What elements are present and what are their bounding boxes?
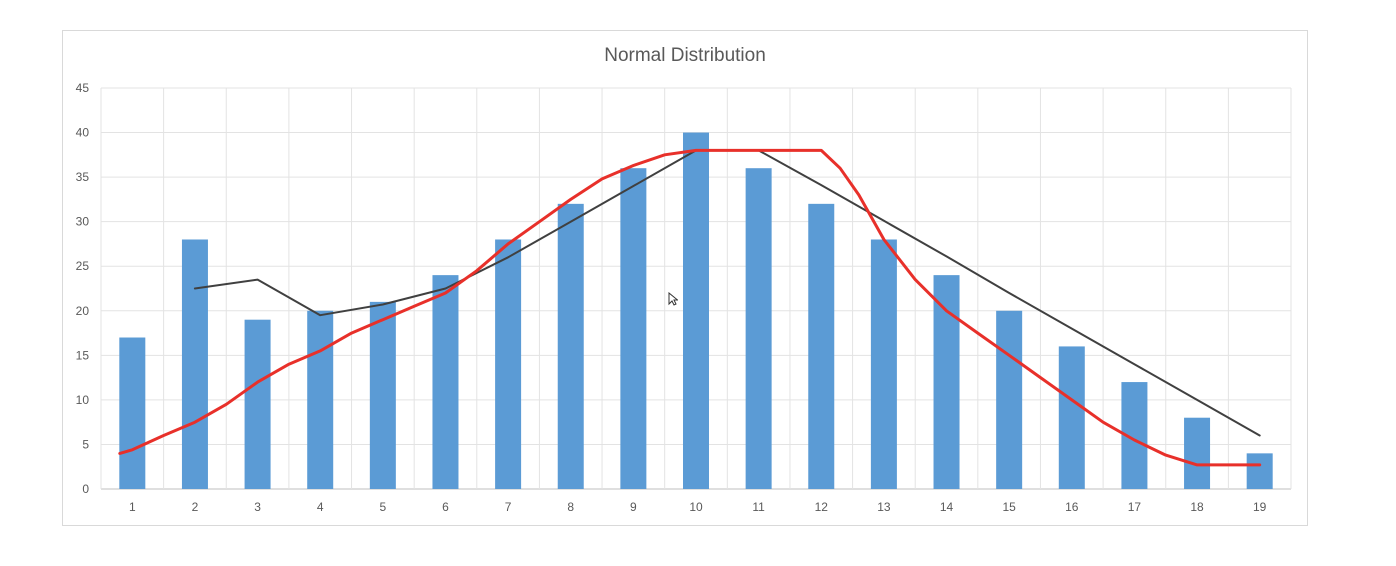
bar (557, 203, 584, 489)
bar (683, 132, 709, 490)
x-tick-label: 7 (505, 500, 512, 514)
bar (432, 275, 459, 489)
y-tick-label: 25 (76, 259, 90, 273)
y-tick-label: 35 (76, 170, 90, 184)
y-tick-label: 20 (76, 304, 90, 318)
x-tick-label: 8 (567, 500, 574, 514)
x-tick-label: 11 (752, 500, 765, 514)
x-tick-label: 6 (442, 500, 449, 514)
chart-title: Normal Distribution (604, 45, 766, 66)
x-tick-label: 10 (689, 500, 703, 514)
y-tick-label: 10 (76, 393, 90, 407)
x-tick-label: 4 (317, 500, 324, 514)
bar (1246, 453, 1273, 489)
x-tick-label: 12 (815, 500, 829, 514)
bar (181, 239, 208, 489)
x-tick-label: 5 (379, 500, 386, 514)
x-tick-label: 17 (1128, 500, 1142, 514)
x-tick-label: 19 (1253, 500, 1267, 514)
x-tick-label: 1 (129, 500, 136, 514)
bar (1058, 346, 1085, 489)
bar (307, 310, 334, 489)
bar (620, 168, 647, 489)
y-tick-label: 45 (76, 81, 90, 95)
y-tick-label: 30 (76, 215, 90, 229)
x-axis: 1 2 3 4 5 6 7 8 9 10 11 12 13 14 15 16 17 18 19 (129, 500, 1267, 514)
x-tick-label: 3 (254, 500, 261, 514)
y-axis: 0 5 10 15 20 25 30 35 40 45 (76, 81, 90, 496)
x-tick-label: 9 (630, 500, 637, 514)
x-tick-label: 18 (1190, 500, 1204, 514)
bar (119, 337, 146, 489)
bar (808, 203, 835, 489)
y-tick-label: 0 (82, 482, 89, 496)
bar (1184, 417, 1211, 489)
bar (369, 301, 396, 489)
x-tick-label: 16 (1065, 500, 1079, 514)
x-tick-label: 2 (192, 500, 199, 514)
y-tick-label: 15 (76, 348, 90, 362)
x-tick-label: 13 (877, 500, 891, 514)
bar (870, 239, 897, 489)
x-tick-label: 14 (940, 500, 954, 514)
y-tick-label: 40 (76, 126, 90, 140)
line-series-group (118, 148, 1262, 467)
chart-area: Normal Distribution 0 5 10 15 20 25 30 35 40 45 1… (62, 30, 1308, 526)
bar (996, 310, 1023, 489)
series-line (118, 148, 1262, 467)
bar (745, 168, 772, 489)
bar (244, 319, 271, 489)
y-tick-label: 5 (82, 437, 89, 451)
bar (933, 275, 960, 489)
mouse-pointer-icon (668, 292, 678, 306)
bar (495, 239, 522, 489)
x-tick-label: 15 (1002, 500, 1016, 514)
